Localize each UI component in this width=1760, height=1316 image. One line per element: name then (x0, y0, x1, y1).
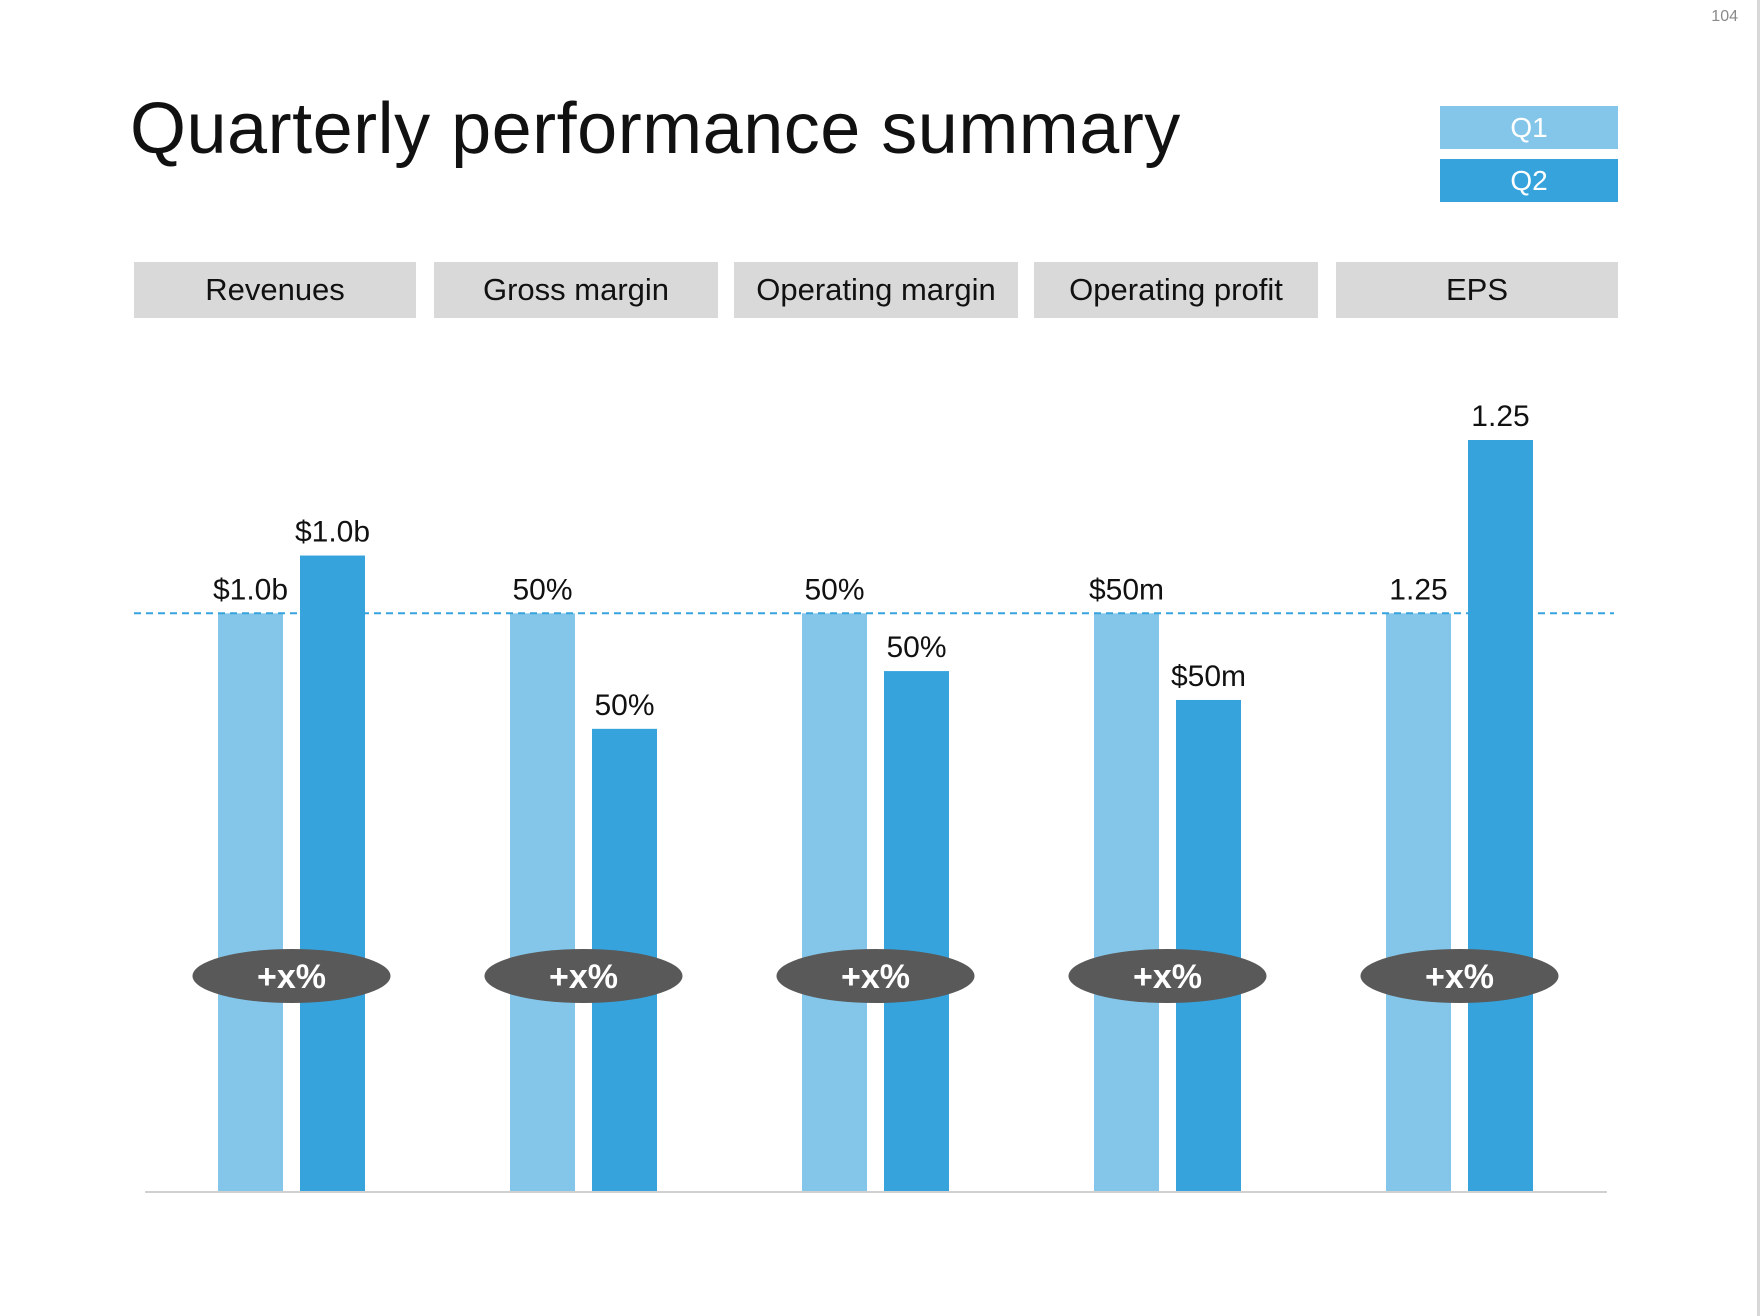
change-badge-operating-profit: +x% (1068, 949, 1267, 1003)
page-edge-divider (1757, 0, 1760, 1316)
change-badge-label: +x% (549, 958, 618, 996)
change-badge-shape (484, 949, 683, 1003)
legend-item-q2: Q2 (1440, 159, 1618, 202)
change-badge-revenues: +x% (192, 949, 391, 1003)
data-label-q2-gross-margin: 50% (594, 689, 654, 722)
change-badge-gross-margin: +x% (484, 949, 683, 1003)
bar-q2-revenues (300, 555, 365, 1191)
data-label-q2-operating-profit: $50m (1171, 660, 1246, 693)
bar-q2-operating-profit (1176, 699, 1241, 1191)
category-header-operating-margin: Operating margin (734, 262, 1018, 318)
change-badge-label: +x% (1425, 958, 1494, 996)
change-badge-shape (776, 949, 975, 1003)
category-header-revenues: Revenues (134, 262, 416, 318)
category-header-gross-margin: Gross margin (434, 262, 718, 318)
data-label-q2-eps: 1.25 (1471, 400, 1529, 433)
category-header-eps: EPS (1336, 262, 1618, 318)
data-label-q1-revenues: $1.0b (213, 573, 288, 606)
bar-q1-eps (1386, 613, 1451, 1191)
page-number: 104 (1711, 8, 1738, 25)
change-badge-shape (1068, 949, 1267, 1003)
bar-q1-operating-profit (1094, 613, 1159, 1191)
data-label-q2-revenues: $1.0b (295, 516, 370, 549)
change-badge-label: +x% (257, 958, 326, 996)
legend-item-q1: Q1 (1440, 106, 1618, 149)
change-badge-shape (1360, 949, 1559, 1003)
change-badge-shape (192, 949, 391, 1003)
data-label-q1-gross-margin: 50% (512, 573, 572, 606)
bar-q1-revenues (218, 613, 283, 1191)
bar-q1-operating-margin (802, 613, 867, 1191)
data-label-q1-operating-margin: 50% (804, 573, 864, 606)
data-label-q1-operating-profit: $50m (1089, 573, 1164, 606)
category-header-operating-profit: Operating profit (1034, 262, 1318, 318)
change-badge-operating-margin: +x% (776, 949, 975, 1003)
chart-legend: Q1 Q2 (1440, 106, 1618, 212)
bar-q1-gross-margin (510, 613, 575, 1191)
category-header-row: Revenues Gross margin Operating margin O… (0, 262, 1760, 318)
change-badge-label: +x% (841, 958, 910, 996)
data-label-q2-operating-margin: 50% (886, 631, 946, 664)
bar-q2-operating-margin (884, 671, 949, 1191)
change-badge-eps: +x% (1360, 949, 1559, 1003)
data-label-q1-eps: 1.25 (1389, 573, 1447, 606)
change-badge-label: +x% (1133, 958, 1202, 996)
bar-q2-eps (1468, 440, 1533, 1191)
slide-title: Quarterly performance summary (130, 89, 1181, 169)
